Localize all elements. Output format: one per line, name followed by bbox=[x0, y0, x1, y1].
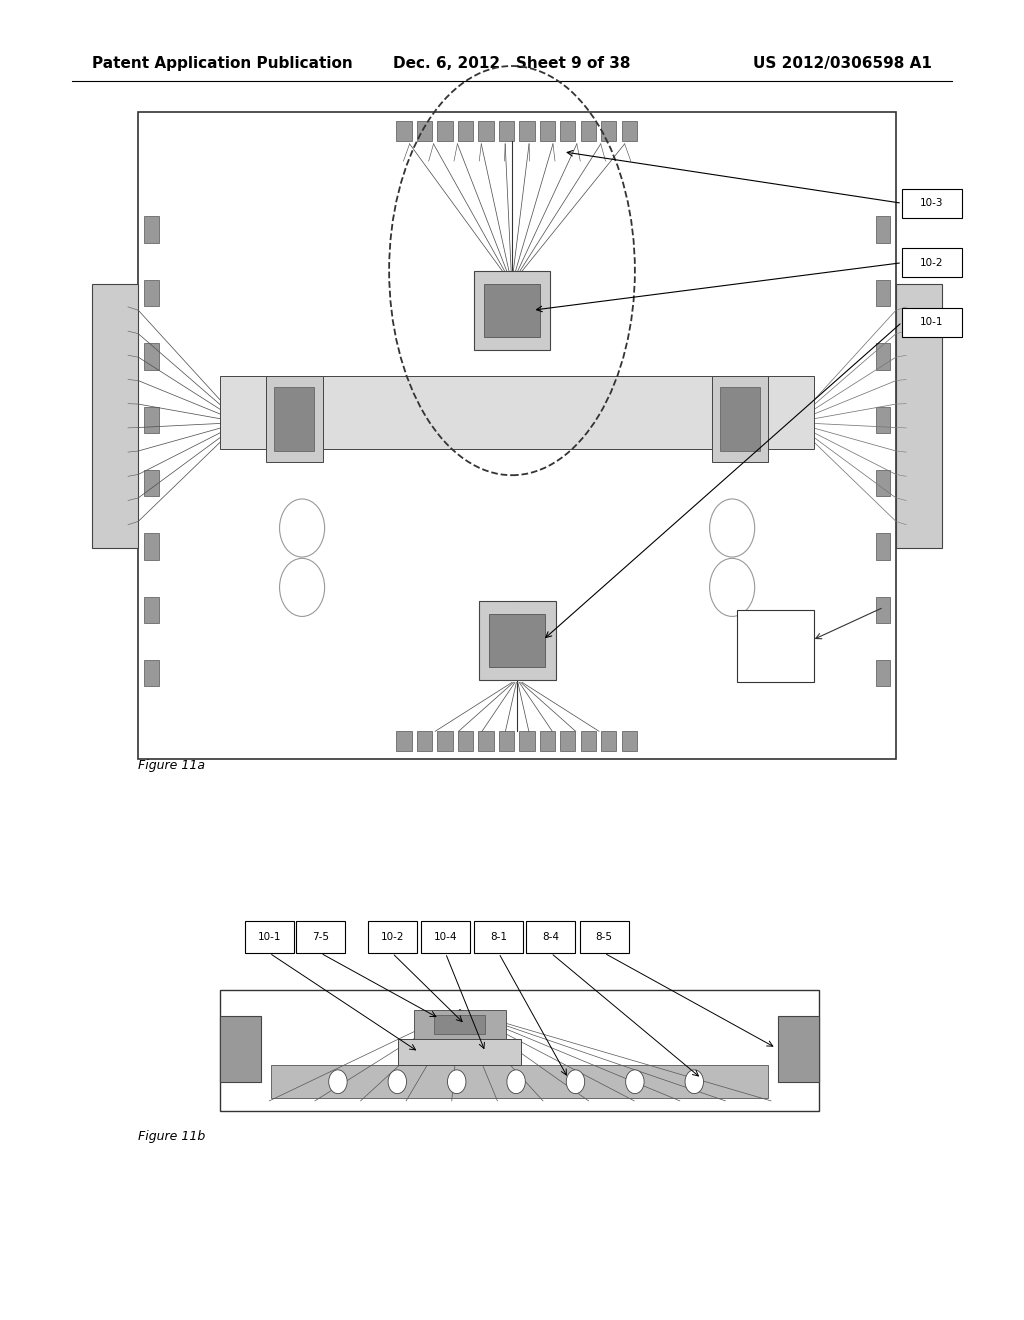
Bar bbox=[144, 660, 159, 686]
Bar bbox=[876, 343, 890, 370]
Bar bbox=[138, 112, 896, 759]
Bar bbox=[876, 407, 890, 433]
Bar bbox=[484, 284, 541, 337]
Bar bbox=[540, 121, 555, 141]
Text: 8-1: 8-1 bbox=[490, 932, 507, 942]
Text: 7-5: 7-5 bbox=[312, 932, 329, 942]
Bar bbox=[489, 614, 545, 667]
Text: 10-1: 10-1 bbox=[258, 932, 281, 942]
Text: Patent Application Publication: Patent Application Publication bbox=[92, 55, 353, 71]
Bar bbox=[396, 121, 412, 141]
Bar bbox=[92, 284, 138, 548]
Text: Figure 11b: Figure 11b bbox=[138, 1130, 206, 1143]
Bar bbox=[519, 731, 535, 751]
Bar bbox=[896, 284, 942, 548]
Bar bbox=[737, 610, 814, 682]
Bar bbox=[580, 921, 629, 953]
Bar bbox=[266, 376, 323, 462]
Bar bbox=[622, 121, 637, 141]
Bar bbox=[144, 597, 159, 623]
Bar bbox=[479, 601, 555, 680]
Circle shape bbox=[710, 558, 755, 616]
Bar bbox=[876, 533, 890, 560]
Bar bbox=[902, 248, 962, 277]
Bar bbox=[220, 990, 819, 1111]
Bar bbox=[720, 387, 760, 451]
Bar bbox=[396, 731, 412, 751]
Bar bbox=[434, 1015, 485, 1034]
Bar bbox=[540, 731, 555, 751]
Bar bbox=[601, 121, 616, 141]
Circle shape bbox=[280, 499, 325, 557]
Circle shape bbox=[329, 1069, 347, 1093]
Bar bbox=[245, 921, 294, 953]
Bar bbox=[144, 343, 159, 370]
Bar bbox=[144, 280, 159, 306]
Bar bbox=[499, 731, 514, 751]
Bar bbox=[368, 921, 417, 953]
Bar bbox=[414, 1010, 506, 1039]
Bar bbox=[902, 308, 962, 337]
Bar bbox=[526, 921, 575, 953]
Bar bbox=[581, 731, 596, 751]
Text: 10-2: 10-2 bbox=[381, 932, 403, 942]
Circle shape bbox=[566, 1069, 585, 1093]
Circle shape bbox=[710, 499, 755, 557]
Bar bbox=[417, 731, 432, 751]
Bar bbox=[274, 387, 314, 451]
Bar bbox=[712, 376, 768, 462]
Text: Dec. 6, 2012   Sheet 9 of 38: Dec. 6, 2012 Sheet 9 of 38 bbox=[393, 55, 631, 71]
Bar bbox=[473, 271, 551, 350]
Text: 10-4: 10-4 bbox=[434, 932, 457, 942]
Bar bbox=[478, 121, 494, 141]
Bar bbox=[876, 280, 890, 306]
Bar bbox=[876, 660, 890, 686]
Text: US 2012/0306598 A1: US 2012/0306598 A1 bbox=[753, 55, 932, 71]
Text: 8-4: 8-4 bbox=[543, 932, 559, 942]
Bar bbox=[144, 533, 159, 560]
Bar bbox=[220, 1016, 261, 1082]
Bar bbox=[271, 1065, 768, 1098]
Bar bbox=[398, 1039, 521, 1065]
Bar bbox=[458, 731, 473, 751]
Bar bbox=[144, 407, 159, 433]
Bar bbox=[778, 1016, 819, 1082]
Bar bbox=[144, 470, 159, 496]
Bar bbox=[437, 121, 453, 141]
Text: 10-3: 10-3 bbox=[921, 198, 943, 209]
Bar bbox=[876, 597, 890, 623]
Bar bbox=[622, 731, 637, 751]
Bar bbox=[519, 121, 535, 141]
Text: 10-1: 10-1 bbox=[921, 317, 943, 327]
Bar bbox=[478, 731, 494, 751]
Bar bbox=[220, 376, 814, 449]
Bar bbox=[458, 121, 473, 141]
Bar bbox=[144, 216, 159, 243]
Text: 10-2: 10-2 bbox=[921, 257, 943, 268]
Bar bbox=[499, 121, 514, 141]
Bar bbox=[902, 189, 962, 218]
Bar bbox=[474, 921, 523, 953]
Bar bbox=[417, 121, 432, 141]
Bar bbox=[601, 731, 616, 751]
Text: 8-5: 8-5 bbox=[596, 932, 612, 942]
Bar bbox=[296, 921, 345, 953]
Bar bbox=[437, 731, 453, 751]
Circle shape bbox=[685, 1069, 703, 1093]
Circle shape bbox=[447, 1069, 466, 1093]
Circle shape bbox=[626, 1069, 644, 1093]
Bar bbox=[421, 921, 470, 953]
Bar bbox=[560, 731, 575, 751]
Text: Figure 11a: Figure 11a bbox=[138, 759, 205, 772]
Circle shape bbox=[507, 1069, 525, 1093]
Circle shape bbox=[388, 1069, 407, 1093]
Bar bbox=[581, 121, 596, 141]
Bar bbox=[876, 216, 890, 243]
Circle shape bbox=[280, 558, 325, 616]
Bar bbox=[876, 470, 890, 496]
Bar bbox=[560, 121, 575, 141]
